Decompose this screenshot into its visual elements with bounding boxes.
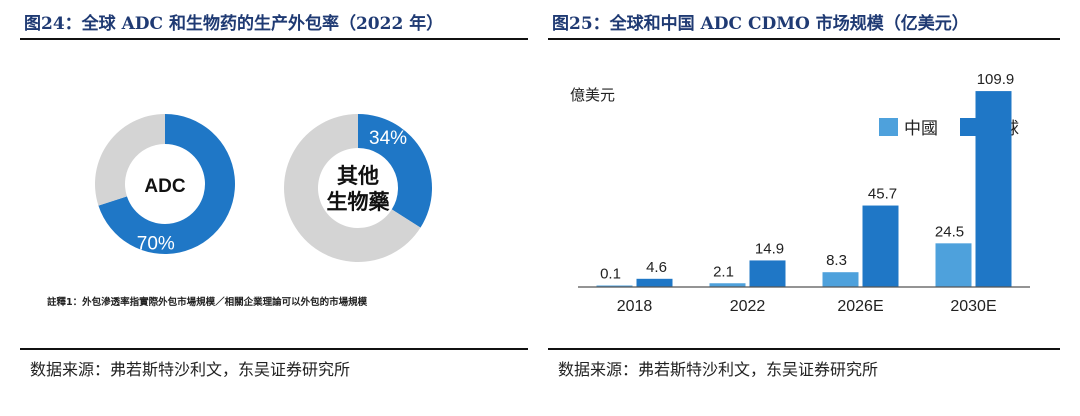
bar-label-中國-2022: 2.1 <box>713 263 734 280</box>
donut2-slice-1 <box>284 114 421 262</box>
bar-label-全球-2018: 4.6 <box>646 259 667 276</box>
bar-全球-2022 <box>749 260 786 287</box>
figure-25-source: 数据来源：弗若斯特沙利文，东吴证券研究所 <box>558 360 879 379</box>
figure-24-bottom-rule <box>20 348 528 350</box>
bar-中國-2026E <box>822 272 859 287</box>
donut-chart-adc: 70% ADC <box>94 114 235 254</box>
donut2-slice-0-label: 34% <box>369 128 407 149</box>
figure-24-panel: 图24：全球 ADC 和生物药的生产外包率（2022 年） 70% ADC 34%… <box>20 0 528 416</box>
bar-label-全球-2022: 14.9 <box>755 240 784 257</box>
figure-24-source: 数据来源：弗若斯特沙利文，东吴证券研究所 <box>30 360 351 379</box>
bar-全球-2030E <box>975 91 1012 287</box>
donut2-center-label-line-1: 生物藥 <box>327 190 391 214</box>
figure-25-panel: 图25：全球和中国 ADC CDMO 市场规模（亿美元） 億美元中國全球0.14… <box>548 0 1060 416</box>
bar-中國-2022 <box>709 283 746 287</box>
bar-label-中國-2018: 0.1 <box>600 266 621 283</box>
bar-label-中國-2030E: 24.5 <box>935 223 964 240</box>
donut1-slice-0-label: 70% <box>137 233 175 254</box>
bar-中國-2030E <box>935 243 972 287</box>
bar-label-全球-2030E: 109.9 <box>977 71 1015 88</box>
figure-24-title: 图24：全球 ADC 和生物药的生产外包率（2022 年） <box>24 14 444 34</box>
bar-label-中國-2026E: 8.3 <box>826 252 847 269</box>
bar-chart: 億美元中國全球0.14.620182.114.920228.345.72026E… <box>570 71 1030 315</box>
figure-24-top-rule <box>20 38 528 40</box>
legend-swatch-1 <box>960 118 979 136</box>
donut2-slice-0 <box>358 114 433 228</box>
bar-中國-2018 <box>596 285 633 287</box>
donut1-slice-0 <box>98 114 235 254</box>
x-tick-label-2: 2026E <box>837 298 883 315</box>
legend-swatch-0 <box>879 118 898 136</box>
bar-全球-2026E <box>862 205 899 287</box>
x-tick-label-3: 2030E <box>950 298 996 315</box>
figure-25-bottom-rule <box>548 348 1060 350</box>
footnote: 註釋1：外包滲透率指實際外包市場規模／相關企業理論可以外包的市場規模 <box>47 296 368 308</box>
figure-25-top-rule <box>548 38 1060 40</box>
bar-全球-2018 <box>636 278 673 287</box>
x-tick-label-1: 2022 <box>730 298 766 315</box>
y-axis-label: 億美元 <box>570 86 615 104</box>
figure-25-title: 图25：全球和中国 ADC CDMO 市场规模（亿美元） <box>552 14 969 34</box>
legend-label-0: 中國 <box>904 119 938 139</box>
donut1-slice-1 <box>94 114 165 206</box>
x-tick-label-0: 2018 <box>617 298 653 315</box>
donut1-center-label-line-0: ADC <box>144 176 185 197</box>
donut2-center-label-line-0: 其他 <box>337 164 379 188</box>
bar-label-全球-2026E: 45.7 <box>868 186 897 203</box>
